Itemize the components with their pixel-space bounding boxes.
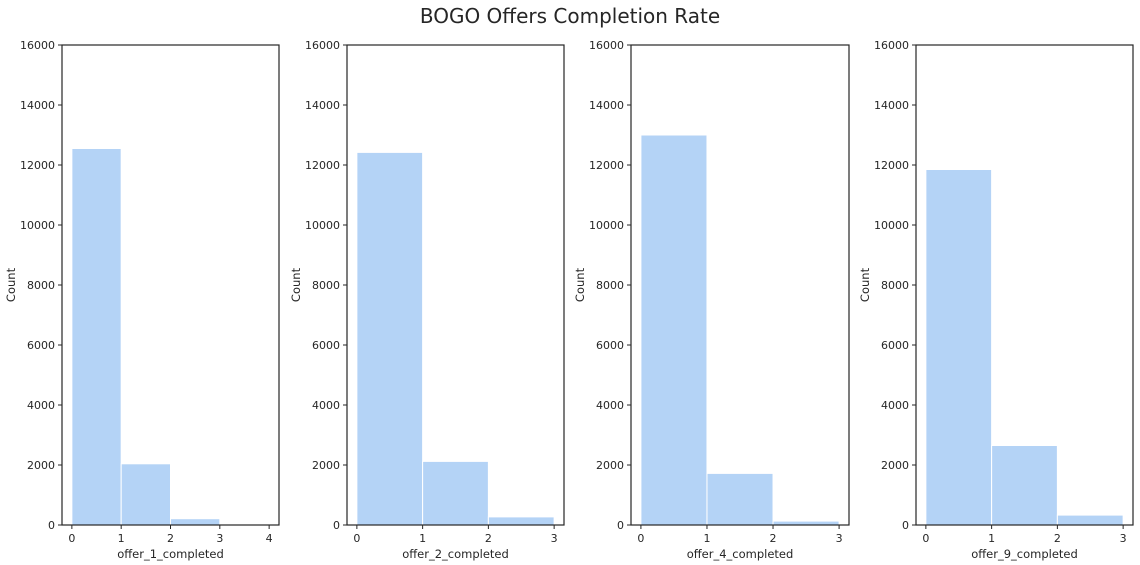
panel-3-ytick-label: 12000	[589, 159, 624, 172]
panel-1-xlabel: offer_1_completed	[117, 547, 224, 561]
panel-2-ytick-label: 2000	[312, 459, 340, 472]
panel-2-bar-3	[487, 516, 555, 526]
panel-4-ytick-label: 6000	[881, 339, 909, 352]
panel-4-ytick-label: 14000	[874, 99, 909, 112]
panel-4-xtick-label: 0	[922, 532, 929, 545]
panel-2-bar-2	[422, 460, 489, 526]
panel-1-ytick-label: 8000	[27, 279, 55, 292]
panel-1-xtick-label: 3	[216, 532, 223, 545]
panel-4-xtick-label: 1	[988, 532, 995, 545]
panel-3-ytick-label: 2000	[596, 459, 624, 472]
panel-2-ytick-label: 6000	[312, 339, 340, 352]
panel-3-ytick-label: 4000	[596, 399, 624, 412]
panel-1-bar-2	[120, 463, 171, 526]
panel-2-xtick-label: 0	[353, 532, 360, 545]
panel-3-xlabel: offer_4_completed	[687, 547, 794, 561]
panel-3-bar-1	[640, 134, 708, 526]
panel-1-bar-3	[170, 518, 221, 526]
panel-3-bar-2	[706, 472, 774, 526]
panel-1-ytick-label: 0	[48, 519, 55, 532]
panel-4-ytick-label: 10000	[874, 219, 909, 232]
panel-2-ytick-label: 10000	[305, 219, 340, 232]
panel-4-bar-3	[1056, 514, 1124, 526]
panel-2-ytick-label: 12000	[305, 159, 340, 172]
panel-2-xtick-label: 2	[485, 532, 492, 545]
panel-3-ytick-label: 8000	[596, 279, 624, 292]
panel-2-ylabel: Count	[289, 267, 303, 302]
panel-1-ytick-label: 16000	[20, 39, 55, 52]
panel-2-ytick-label: 14000	[305, 99, 340, 112]
panel-3-xtick-label: 2	[770, 532, 777, 545]
panel-1-bar-1	[71, 148, 122, 526]
panel-4-ytick-label: 0	[902, 519, 909, 532]
panel-2-ytick-label: 0	[333, 519, 340, 532]
panel-1-ytick-label: 4000	[27, 399, 55, 412]
panel-3-ytick-label: 0	[617, 519, 624, 532]
panel-4-ytick-label: 4000	[881, 399, 909, 412]
panel-3-xtick-label: 1	[703, 532, 710, 545]
panel-1-ytick-label: 6000	[27, 339, 55, 352]
panel-2-xtick-label: 1	[419, 532, 426, 545]
panel-1-xtick-label: 1	[118, 532, 125, 545]
panel-4-bar-2	[991, 445, 1058, 526]
panel-2-ytick-label: 16000	[305, 39, 340, 52]
panel-2-ytick-label: 8000	[312, 279, 340, 292]
panel-1-ytick-label: 10000	[20, 219, 55, 232]
panel-2-xtick-label: 3	[551, 532, 558, 545]
panel-2-xlabel: offer_2_completed	[402, 547, 509, 561]
panel-1-xtick-label: 2	[167, 532, 174, 545]
panel-4-ytick-label: 2000	[881, 459, 909, 472]
panel-3-ytick-label: 14000	[589, 99, 624, 112]
panel-4-ylabel: Count	[858, 267, 872, 302]
panel-4-ytick-label: 16000	[874, 39, 909, 52]
panel-2-bar-1	[356, 151, 424, 526]
panel-1-xtick-label: 0	[68, 532, 75, 545]
figure-title: BOGO Offers Completion Rate	[419, 4, 721, 28]
panel-4-xlabel: offer_9_completed	[971, 547, 1078, 561]
panel-1-ytick-label: 2000	[27, 459, 55, 472]
panel-4-ytick-label: 8000	[881, 279, 909, 292]
panel-4-xtick-label: 3	[1120, 532, 1127, 545]
panel-3-ytick-label: 16000	[589, 39, 624, 52]
panel-1-ylabel: Count	[4, 267, 18, 302]
panel-1-ytick-label: 14000	[20, 99, 55, 112]
panel-3-ytick-label: 6000	[596, 339, 624, 352]
panel-4-ytick-label: 12000	[874, 159, 909, 172]
panel-3-xtick-label: 3	[836, 532, 843, 545]
panel-4-bar-1	[925, 169, 993, 526]
panel-3-ylabel: Count	[573, 267, 587, 302]
panel-1-xtick-label: 4	[266, 532, 273, 545]
panel-3-ytick-label: 10000	[589, 219, 624, 232]
panel-2-ytick-label: 4000	[312, 399, 340, 412]
panel-1-ytick-label: 12000	[20, 159, 55, 172]
panel-3-xtick-label: 0	[637, 532, 644, 545]
panel-4-xtick-label: 2	[1054, 532, 1061, 545]
